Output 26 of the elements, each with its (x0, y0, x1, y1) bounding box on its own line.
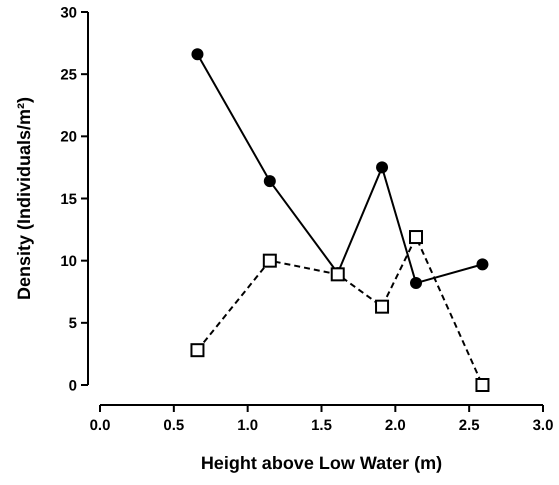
x-tick-label: 1.5 (311, 417, 332, 434)
y-tick-label: 0 (68, 377, 77, 394)
point (475, 378, 490, 392)
y-tick-label: 30 (60, 4, 77, 22)
x-tick-label: 1.0 (237, 417, 258, 434)
point (191, 48, 204, 60)
point (376, 161, 388, 174)
x-tick-label: 0.5 (163, 417, 184, 434)
y-tick-label: 10 (60, 252, 77, 270)
point (476, 258, 488, 270)
x-tick-label: 2.5 (458, 417, 480, 434)
x-tick-label: 0.0 (90, 417, 110, 434)
y-axis-title: Density (Individuals/m²) (14, 96, 34, 300)
point (410, 277, 422, 290)
point (264, 175, 276, 188)
y-tick-label: 20 (60, 128, 77, 146)
point (375, 300, 390, 314)
x-axis-title: Height above Low Water (m) (200, 453, 442, 473)
y-tick-label: 25 (60, 66, 77, 84)
point (190, 343, 204, 358)
y-tick-label: 15 (60, 190, 77, 208)
x-tick-label: 3.0 (532, 417, 554, 434)
y-tick-label: 5 (68, 315, 77, 332)
point (409, 230, 424, 244)
point (262, 254, 277, 268)
x-tick-label: 2.0 (384, 417, 406, 434)
